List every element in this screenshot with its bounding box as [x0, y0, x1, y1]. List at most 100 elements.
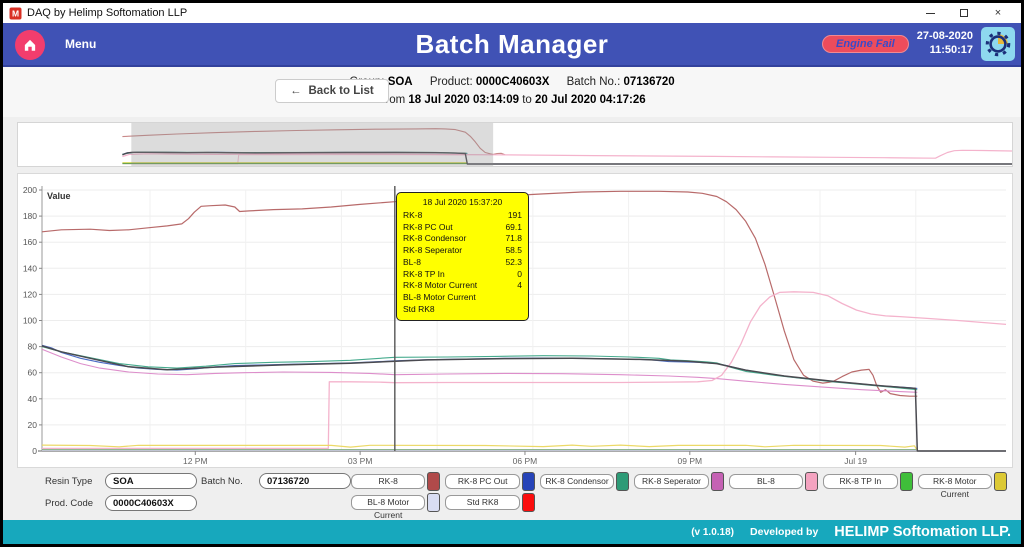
- svg-text:40: 40: [28, 394, 38, 404]
- window-title: DAQ by Helimp Softomation LLP: [27, 7, 188, 19]
- controls-bar: Resin Type Batch No. Prod. Code RK-8RK-8…: [17, 472, 1007, 520]
- legend-label: RK-8 TP In: [823, 474, 898, 489]
- app-icon: M: [9, 7, 22, 19]
- tooltip-row: RK-8 Seperator 58.5: [403, 245, 522, 256]
- legend-label: RK-8 Seperator: [634, 474, 709, 489]
- legend-button-rk-8-tp-in[interactable]: RK-8 TP In: [823, 472, 913, 491]
- svg-text:120: 120: [23, 289, 37, 299]
- svg-text:03 PM: 03 PM: [348, 456, 373, 466]
- series-rk-8-condensor: [41, 346, 918, 391]
- home-icon: [24, 39, 36, 51]
- version-label: (v 1.0.18): [691, 526, 735, 538]
- legend-label: RK-8: [351, 474, 426, 489]
- legend-button-rk-8[interactable]: RK-8: [351, 472, 441, 491]
- batch-subheader: ← Back to List Group: SOA Product: 0000C…: [3, 67, 1021, 117]
- main-content: 0 20 40 60 80 100 120 140 160 180 200 12 PM 03 PM 06 …: [3, 117, 1021, 520]
- back-to-list-button[interactable]: ← Back to List: [275, 79, 389, 103]
- tooltip-row: Std RK8: [403, 303, 435, 314]
- legend-button-rk-8-condensor[interactable]: RK-8 Condensor: [539, 472, 630, 491]
- legend-button-bl-8-motor-current[interactable]: BL-8 Motor Current: [351, 493, 441, 520]
- svg-text:200: 200: [23, 185, 37, 195]
- legend-button-std-rk8[interactable]: Std RK8: [445, 493, 535, 512]
- legend-button-rk-8-motor-current[interactable]: RK-8 Motor Current: [917, 472, 1007, 499]
- svg-text:M: M: [12, 8, 19, 18]
- legend-label: RK-8 Motor Current: [917, 474, 992, 499]
- mini-series-rk-8: [122, 128, 506, 156]
- series-legend: RK-8 RK-8 PC Out RK-8 Condensor RK-8 Sepera…: [351, 472, 1007, 520]
- batch-no-input[interactable]: [259, 473, 351, 489]
- legend-button-rk-8-seperator[interactable]: RK-8 Seperator: [634, 472, 724, 491]
- legend-button-rk-8-pc-out[interactable]: RK-8 PC Out: [445, 472, 535, 491]
- minimize-button[interactable]: [913, 4, 947, 22]
- series-rk-8-motor-current: [41, 444, 918, 451]
- svg-text:06 PM: 06 PM: [513, 456, 538, 466]
- group-value: SOA: [387, 76, 413, 89]
- to-label: to: [522, 94, 532, 106]
- overview-chart-panel[interactable]: [17, 122, 1013, 167]
- maximize-icon: [960, 9, 968, 17]
- mini-series-bl-8: [122, 149, 1013, 159]
- app-footer: (v 1.0.18) Developed by HELIMP Softomati…: [3, 520, 1021, 544]
- from-value: 18 Jul 2020 03:14:09: [408, 94, 520, 106]
- legend-color-swatch: [710, 472, 724, 491]
- batch-no-value: 07136720: [623, 76, 675, 89]
- engine-fail-badge: Engine Fail: [822, 35, 909, 53]
- svg-text:180: 180: [23, 211, 37, 221]
- legend-button-bl-8[interactable]: BL-8: [728, 472, 819, 491]
- svg-text:160: 160: [23, 237, 37, 247]
- tooltip-rows: RK-8 191 RK-8 PC Out 69.1 RK-8 Condensor 71.8…: [403, 210, 522, 315]
- legend-color-swatch: [427, 472, 441, 491]
- legend-label: BL-8 Motor Current: [351, 495, 426, 520]
- trend-chart-panel[interactable]: 0 20 40 60 80 100 120 140 160 180 200 12 PM 03 PM 06 …: [17, 173, 1013, 468]
- datetime: 27-08-2020 11:50:17: [917, 30, 973, 58]
- legend-label: BL-8: [728, 474, 804, 489]
- tooltip-row: BL-8 Motor Current: [403, 292, 476, 303]
- legend-color-swatch: [616, 472, 630, 491]
- batch-fields: Resin Type Batch No. Prod. Code: [45, 472, 351, 512]
- tooltip-row: RK-8 Motor Current 4: [403, 280, 522, 291]
- svg-text:Jul 19: Jul 19: [844, 456, 867, 466]
- header-right: Engine Fail 27-08-2020 11:50:17: [822, 27, 1015, 61]
- svg-text:80: 80: [28, 342, 38, 352]
- prod-code-input[interactable]: [105, 495, 197, 511]
- minimize-icon: [925, 12, 935, 14]
- svg-text:100: 100: [23, 316, 37, 326]
- menu-button[interactable]: Menu: [65, 37, 97, 51]
- resin-type-input[interactable]: [105, 473, 197, 489]
- legend-color-swatch: [521, 493, 535, 512]
- batch-info-line2: From 18 Jul 2020 03:14:09 to 20 Jul 2020…: [349, 92, 674, 110]
- tooltip-row: RK-8 PC Out 69.1: [403, 221, 522, 232]
- app-header: Menu Batch Manager Engine Fail 27-08-202…: [3, 23, 1021, 67]
- legend-label: Std RK8: [445, 495, 520, 510]
- close-button[interactable]: ×: [994, 7, 1002, 19]
- legend-color-swatch: [521, 472, 535, 491]
- legend-color-swatch: [427, 493, 441, 512]
- series-std-rk8: [41, 345, 1006, 452]
- legend-color-swatch: [805, 472, 819, 491]
- date-label: 27-08-2020: [916, 30, 973, 43]
- home-button[interactable]: [15, 30, 45, 60]
- back-arrow-icon: ←: [290, 85, 302, 97]
- svg-text:60: 60: [28, 368, 38, 378]
- settings-gear-icon[interactable]: [981, 27, 1015, 61]
- svg-text:09 PM: 09 PM: [678, 456, 703, 466]
- legend-label: RK-8 Condensor: [539, 474, 615, 489]
- svg-text:140: 140: [23, 263, 37, 273]
- maximize-button[interactable]: [947, 4, 981, 22]
- series-rk-8: [41, 190, 918, 397]
- minimap-selection-region[interactable]: [131, 123, 494, 166]
- svg-text:12 PM: 12 PM: [183, 456, 208, 466]
- product-label: Product:: [429, 76, 473, 89]
- overview-chart-svg[interactable]: [18, 123, 1013, 166]
- svg-text:0: 0: [32, 446, 37, 456]
- chart-tooltip: 18 Jul 2020 15:37:20 RK-8 191 RK-8 PC Out 6…: [396, 192, 529, 322]
- to-value: 20 Jul 2020 04:17:26: [535, 94, 646, 106]
- svg-text:20: 20: [28, 420, 38, 430]
- trend-chart-svg[interactable]: 0 20 40 60 80 100 120 140 160 180 200 12 PM 03 PM 06 …: [22, 176, 1010, 467]
- batch-no-label: Batch No.:: [566, 76, 621, 89]
- prod-code-label: Prod. Code: [45, 497, 94, 509]
- tooltip-row: RK-8 Condensor 71.8: [403, 233, 522, 244]
- product-value: 0000C40603X: [475, 76, 550, 89]
- batch-info-line1: Group: SOA Product: 0000C40603X Batch No…: [349, 74, 674, 92]
